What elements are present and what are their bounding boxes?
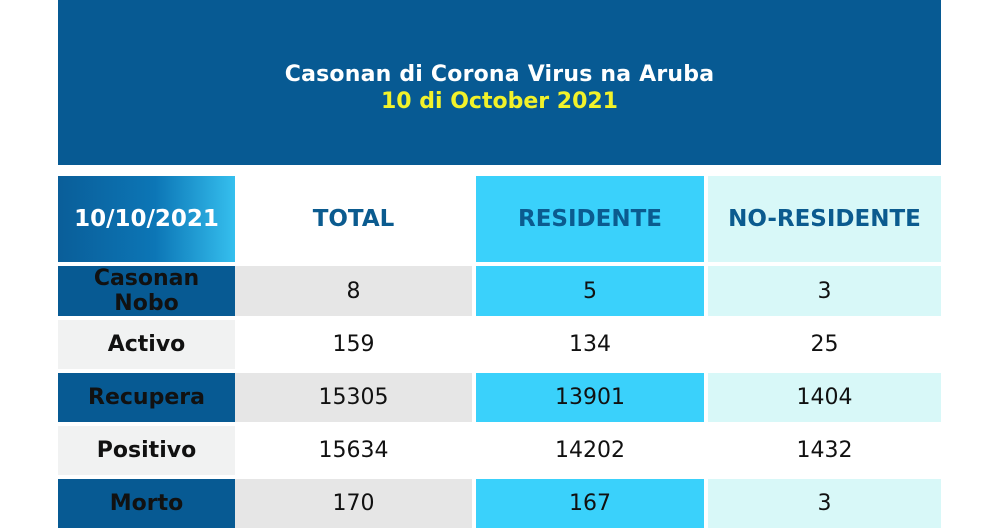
- cell-no-residente: 3: [704, 479, 941, 528]
- header-no-residente: NO-RESIDENTE: [704, 176, 941, 262]
- cell-residente: 134: [472, 320, 704, 369]
- cell-residente: 167: [472, 479, 704, 528]
- header-residente: RESIDENTE: [472, 176, 704, 262]
- header-total: TOTAL: [235, 176, 472, 262]
- header-date-cell: 10/10/2021: [58, 176, 235, 262]
- cell-total: 15305: [235, 373, 472, 422]
- row-label: Activo: [58, 320, 235, 369]
- row-label: Positivo: [58, 426, 235, 475]
- cell-residente: 5: [472, 266, 704, 316]
- cell-total: 15634: [235, 426, 472, 475]
- report-header: Casonan di Corona Virus na Aruba 10 di O…: [58, 0, 941, 165]
- cell-total: 159: [235, 320, 472, 369]
- row-label: Morto: [58, 479, 235, 528]
- table-row: Morto 170 167 3: [58, 479, 941, 528]
- report-title: Casonan di Corona Virus na Aruba: [284, 61, 715, 87]
- table-header-row: 10/10/2021 TOTAL RESIDENTE NO-RESIDENTE: [58, 176, 941, 262]
- cell-no-residente: 1404: [704, 373, 941, 422]
- cases-table: 10/10/2021 TOTAL RESIDENTE NO-RESIDENTE …: [58, 172, 941, 532]
- cell-no-residente: 1432: [704, 426, 941, 475]
- cell-total: 170: [235, 479, 472, 528]
- table-row: Positivo 15634 14202 1432: [58, 426, 941, 475]
- cell-no-residente: 25: [704, 320, 941, 369]
- cell-residente: 14202: [472, 426, 704, 475]
- cell-no-residente: 3: [704, 266, 941, 316]
- report-date: 10 di October 2021: [380, 88, 618, 114]
- table-row: Activo 159 134 25: [58, 320, 941, 369]
- row-label: Casonan Nobo: [58, 266, 235, 316]
- cell-total: 8: [235, 266, 472, 316]
- table-row: Casonan Nobo 8 5 3: [58, 266, 941, 316]
- row-label: Recupera: [58, 373, 235, 422]
- cell-residente: 13901: [472, 373, 704, 422]
- table-row: Recupera 15305 13901 1404: [58, 373, 941, 422]
